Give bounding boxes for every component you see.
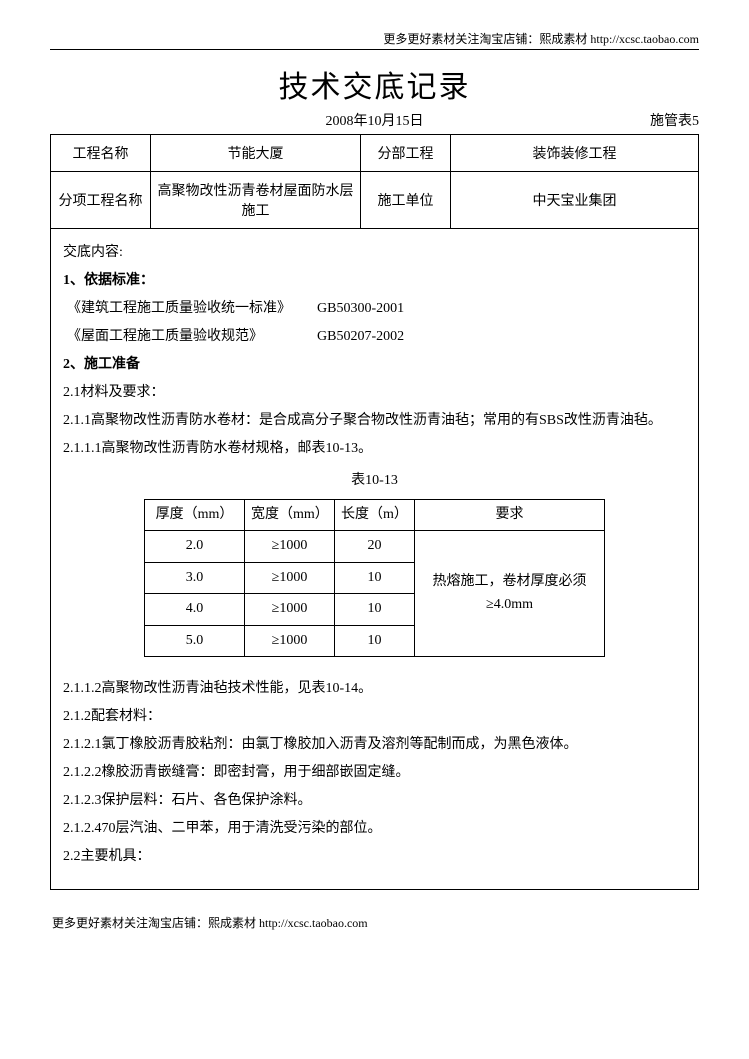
para-2-1-2-1: 2.1.2.1氯丁橡胶沥青胶粘剂：由氯丁橡胶加入沥青及溶剂等配制而成，为黑色液体… xyxy=(63,731,686,759)
para-2-1-2-3: 2.1.2.3保护层料：石片、各色保护涂料。 xyxy=(63,787,686,815)
section-1-title: 1、依据标准： xyxy=(63,267,686,295)
para-2-1-1: 2.1.1高聚物改性沥青防水卷材：是合成高分子聚合物改性沥青油毡；常用的有SBS… xyxy=(63,407,686,435)
cell-thickness: 3.0 xyxy=(145,562,245,593)
para-2-1-2: 2.1.2配套材料： xyxy=(63,703,686,731)
standard-2-code: GB50207-2002 xyxy=(317,323,404,351)
inner-table-caption: 表10-13 xyxy=(63,467,686,495)
main-table: 工程名称 节能大厦 分部工程 装饰装修工程 分项工程名称 高聚物改性沥青卷材屋面… xyxy=(50,134,699,890)
standard-1-name: 《建筑工程施工质量验收统一标准》 xyxy=(67,295,317,323)
col-width: 宽度（mm） xyxy=(245,500,335,531)
para-2-1-2-2: 2.1.2.2橡胶沥青嵌缝膏：即密封膏，用于细部嵌固定缝。 xyxy=(63,759,686,787)
form-label: 施管表5 xyxy=(650,110,699,130)
page-title: 技术交底记录 xyxy=(50,62,699,106)
col-length: 长度（m） xyxy=(335,500,415,531)
standard-2: 《屋面工程施工质量验收规范》 GB50207-2002 xyxy=(63,323,686,351)
col-thickness: 厚度（mm） xyxy=(145,500,245,531)
col-requirement: 要求 xyxy=(415,500,605,531)
footer-note: 更多更好素材关注淘宝店铺：熙成素材 http://xcsc.taobao.com xyxy=(50,914,699,931)
meta-row-1: 工程名称 节能大厦 分部工程 装饰装修工程 xyxy=(51,135,699,172)
cell-length: 20 xyxy=(335,531,415,562)
cell-width: ≥1000 xyxy=(245,531,335,562)
label-contractor: 施工单位 xyxy=(361,172,451,229)
label-project-name: 工程名称 xyxy=(51,135,151,172)
content-head: 交底内容: xyxy=(63,239,686,267)
standard-1: 《建筑工程施工质量验收统一标准》 GB50300-2001 xyxy=(63,295,686,323)
cell-requirement: 热熔施工，卷材厚度必须≥4.0mm xyxy=(415,531,605,657)
cell-width: ≥1000 xyxy=(245,562,335,593)
value-division: 装饰装修工程 xyxy=(451,135,699,172)
value-subproject: 高聚物改性沥青卷材屋面防水层施工 xyxy=(151,172,361,229)
standard-1-code: GB50300-2001 xyxy=(317,295,404,323)
cell-length: 10 xyxy=(335,625,415,656)
header-note: 更多更好素材关注淘宝店铺：熙成素材 http://xcsc.taobao.com xyxy=(50,30,699,50)
date-text: 2008年10月15日 xyxy=(326,114,424,129)
cell-thickness: 4.0 xyxy=(145,594,245,625)
content-row: 交底内容: 1、依据标准： 《建筑工程施工质量验收统一标准》 GB50300-2… xyxy=(51,229,699,890)
para-2-1-1-2: 2.1.1.2高聚物改性沥青油毡技术性能，见表10-14。 xyxy=(63,675,686,703)
cell-thickness: 5.0 xyxy=(145,625,245,656)
spec-header-row: 厚度（mm） 宽度（mm） 长度（m） 要求 xyxy=(145,500,605,531)
label-subproject: 分项工程名称 xyxy=(51,172,151,229)
table-row: 2.0 ≥1000 20 热熔施工，卷材厚度必须≥4.0mm xyxy=(145,531,605,562)
para-2-1-1-1: 2.1.1.1高聚物改性沥青防水卷材规格，邮表10-13。 xyxy=(63,435,686,463)
value-contractor: 中天宝业集团 xyxy=(451,172,699,229)
cell-width: ≥1000 xyxy=(245,625,335,656)
cell-length: 10 xyxy=(335,594,415,625)
cell-width: ≥1000 xyxy=(245,594,335,625)
para-2-2: 2.2主要机具： xyxy=(63,843,686,871)
value-project-name: 节能大厦 xyxy=(151,135,361,172)
section-2-title: 2、施工准备 xyxy=(63,351,686,379)
para-2-1-2-4: 2.1.2.470层汽油、二甲苯，用于清洗受污染的部位。 xyxy=(63,815,686,843)
content-cell: 交底内容: 1、依据标准： 《建筑工程施工质量验收统一标准》 GB50300-2… xyxy=(51,229,699,890)
meta-row-2: 分项工程名称 高聚物改性沥青卷材屋面防水层施工 施工单位 中天宝业集团 xyxy=(51,172,699,229)
label-division: 分部工程 xyxy=(361,135,451,172)
spec-table: 厚度（mm） 宽度（mm） 长度（m） 要求 2.0 ≥1000 20 热熔施工… xyxy=(144,499,605,657)
para-2-1: 2.1材料及要求： xyxy=(63,379,686,407)
cell-thickness: 2.0 xyxy=(145,531,245,562)
standard-2-name: 《屋面工程施工质量验收规范》 xyxy=(67,323,317,351)
date-row: 2008年10月15日 施管表5 xyxy=(50,110,699,130)
cell-length: 10 xyxy=(335,562,415,593)
